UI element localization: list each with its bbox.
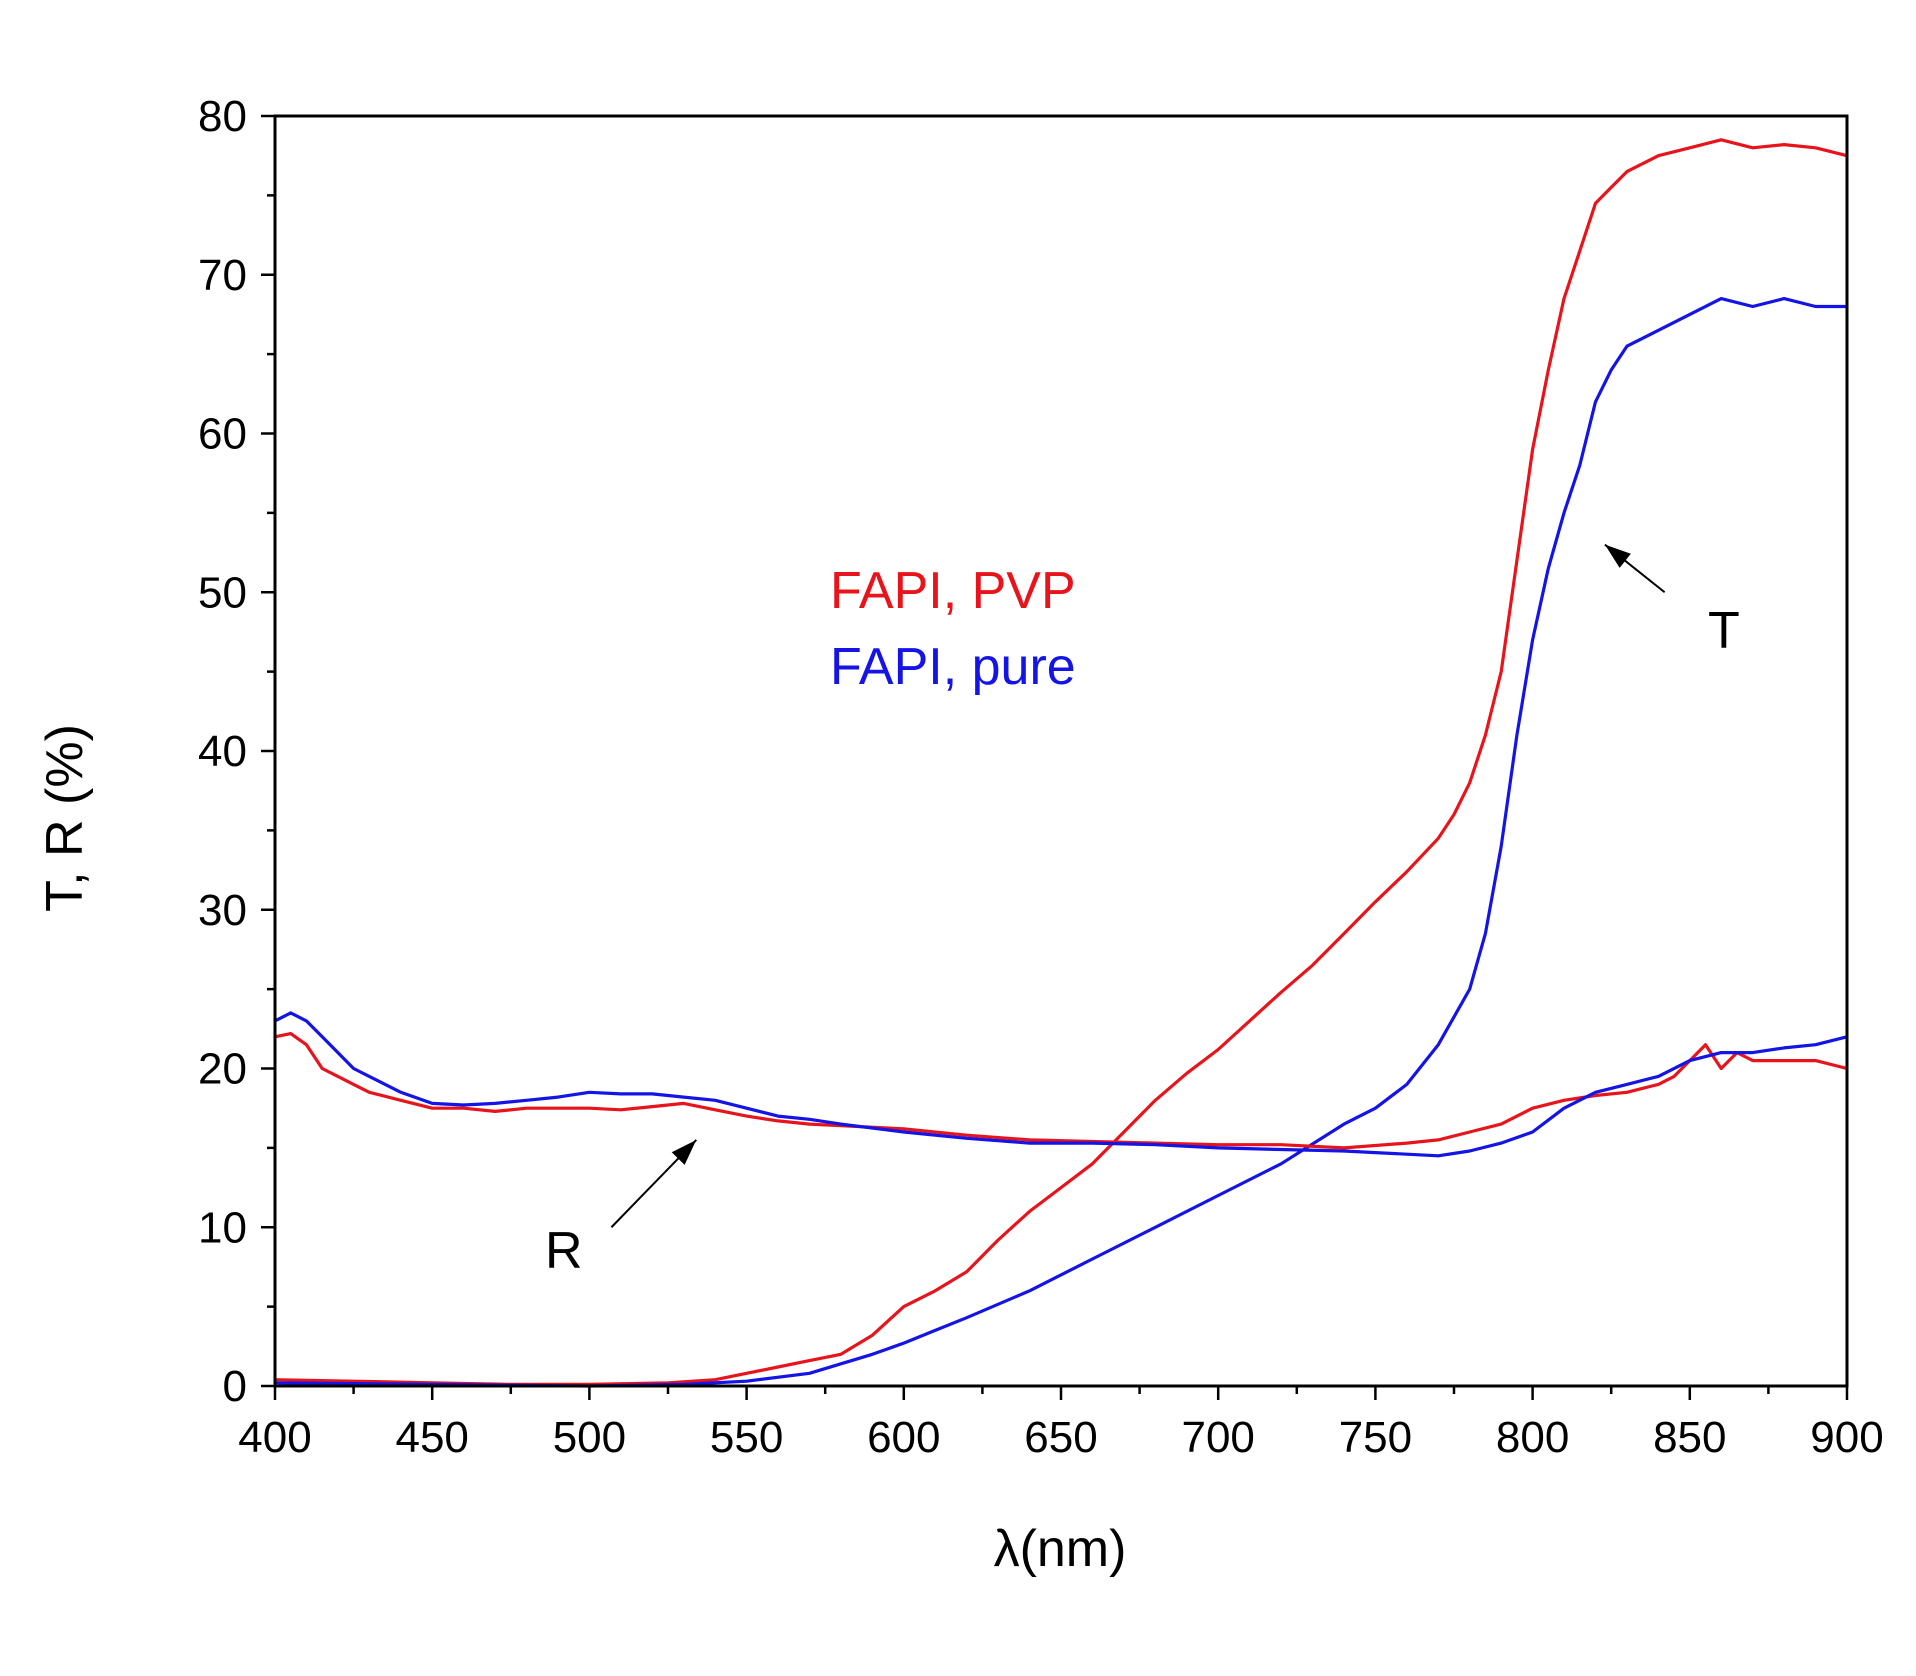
y-axis-title: T, R (%)	[36, 724, 94, 912]
series-layer	[273, 138, 1849, 1388]
y-tick-label: 20	[198, 1045, 247, 1094]
y-tick-label: 50	[198, 568, 247, 617]
y-tick-label: 60	[198, 410, 247, 459]
annotation-arrow-head-r	[671, 1139, 697, 1165]
x-tick-label: 450	[395, 1413, 468, 1462]
y-tick-label: 40	[198, 727, 247, 776]
x-axis-title: λ(nm)	[994, 1520, 1127, 1578]
x-tick-label: 800	[1496, 1413, 1569, 1462]
y-tick-label: 70	[198, 251, 247, 300]
series-line-0	[273, 138, 1849, 1386]
x-tick-label: 600	[867, 1413, 940, 1462]
series-line-3	[273, 1011, 1849, 1158]
y-tick-label: 0	[223, 1362, 247, 1411]
annotation-layer	[610, 543, 1666, 1228]
plot-frame	[273, 114, 1849, 1388]
x-tick-label: 750	[1339, 1413, 1412, 1462]
x-tick-label: 900	[1810, 1413, 1883, 1462]
y-tick-label: 30	[198, 886, 247, 935]
legend-entry-fapi-pure: FAPI, pure	[830, 638, 1076, 696]
y-tick-label: 10	[198, 1203, 247, 1252]
x-tick-label: 650	[1024, 1413, 1097, 1462]
annotation-label-r: R	[545, 1222, 583, 1280]
x-tick-label: 550	[710, 1413, 783, 1462]
annotation-arrow-head-t	[1604, 544, 1631, 568]
series-line-2	[273, 1032, 1849, 1150]
x-tick-label: 700	[1181, 1413, 1254, 1462]
annotation-label-t: T	[1708, 602, 1740, 660]
y-tick-label: 80	[198, 92, 247, 141]
legend-entry-fapi-pvp: FAPI, PVP	[830, 562, 1076, 620]
x-tick-label: 850	[1653, 1413, 1726, 1462]
series-line-1	[273, 297, 1849, 1388]
x-tick-label: 400	[238, 1413, 311, 1462]
axes-layer: 400 450 500 550 600 650 700 750 800 850 900 0 10 20 30…	[198, 92, 1884, 1462]
x-tick-label: 500	[553, 1413, 626, 1462]
